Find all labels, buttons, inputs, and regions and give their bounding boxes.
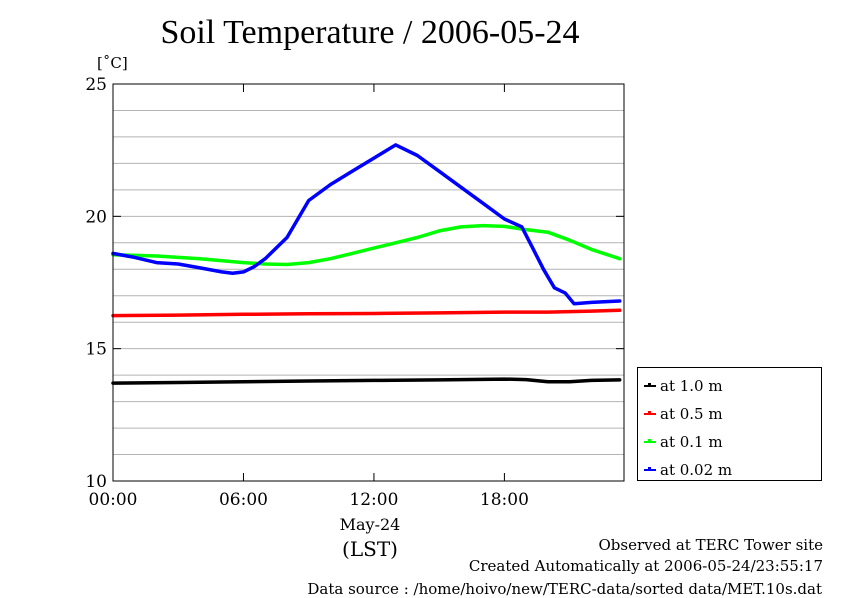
legend-item: at 1.0 m xyxy=(644,376,723,396)
y-tick-label: 20 xyxy=(85,207,107,227)
legend-swatch xyxy=(644,439,656,443)
footer-source: Data source : /home/hoivo/new/TERC-data/… xyxy=(307,580,822,598)
legend-swatch xyxy=(644,411,656,415)
legend-label: at 0.02 m xyxy=(660,461,733,479)
footer-created: Created Automatically at 2006-05-24/23:5… xyxy=(468,557,823,575)
legend-item: at 0.1 m xyxy=(644,432,723,452)
legend-label: at 1.0 m xyxy=(660,377,723,395)
chart-title: Soil Temperature / 2006-05-24 xyxy=(160,14,580,51)
y-tick-label: 25 xyxy=(85,75,107,95)
plot-frame xyxy=(112,83,625,482)
x-tick-label: 06:00 xyxy=(219,490,268,510)
footer-observed: Observed at TERC Tower site xyxy=(598,536,823,554)
y-axis-ticks: 10 15 20 25 xyxy=(85,75,624,492)
series-lines xyxy=(111,143,622,385)
x-tick-label: 18:00 xyxy=(480,490,529,510)
series-line-1 xyxy=(111,308,622,318)
series-line-0 xyxy=(111,377,622,385)
legend-swatch xyxy=(644,467,656,471)
y-tick-label: 15 xyxy=(85,340,107,360)
grid-lines xyxy=(113,109,624,456)
legend: at 1.0 m at 0.5 m at 0.1 m at 0.02 m xyxy=(637,367,822,481)
x-tick-label: 12:00 xyxy=(349,490,398,510)
legend-item: at 0.02 m xyxy=(644,460,732,480)
legend-label: at 0.1 m xyxy=(660,433,723,451)
legend-item: at 0.5 m xyxy=(644,404,723,424)
x-axis-ticks: 00:00 06:00 12:00 18:00 xyxy=(89,84,529,510)
x-axis-date-label: May-24 xyxy=(339,515,401,534)
series-line-2 xyxy=(111,223,622,267)
legend-label: at 0.5 m xyxy=(660,405,723,423)
y-tick-label: 10 xyxy=(85,472,107,492)
series-line-3 xyxy=(111,143,622,306)
legend-swatch xyxy=(644,383,656,387)
x-axis-label: (LST) xyxy=(342,537,398,561)
y-axis-unit: [˚C] xyxy=(97,54,128,72)
x-tick-label: 00:00 xyxy=(89,490,138,510)
